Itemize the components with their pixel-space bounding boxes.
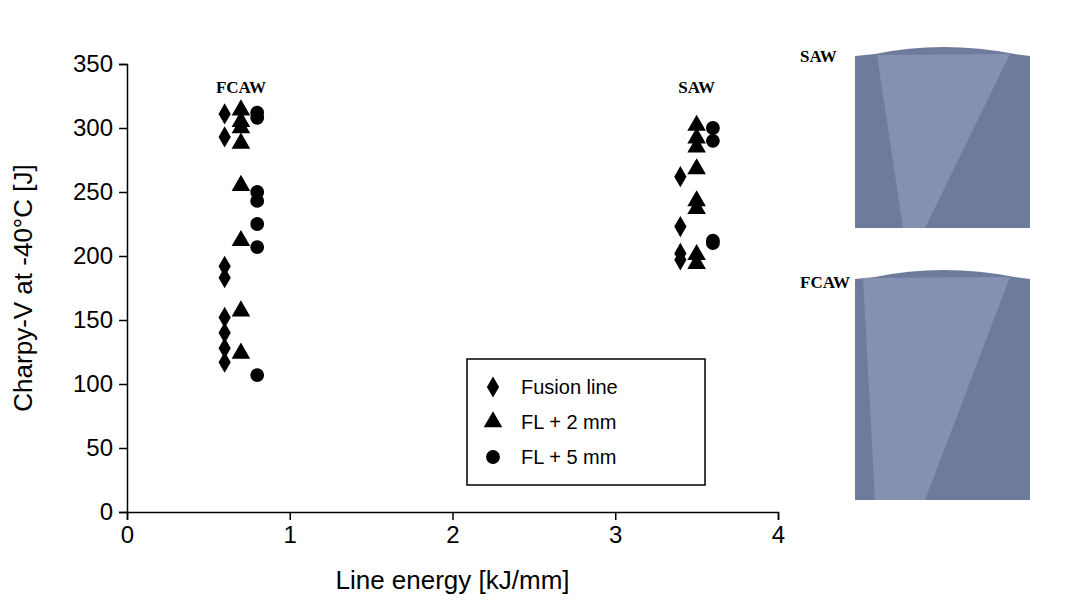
y-tick-label: 50 [86, 434, 113, 461]
x-tick-mark [452, 512, 454, 520]
y-tick-mark [119, 448, 127, 450]
y-tick: 300 [73, 114, 127, 141]
macrograph: SAW [800, 47, 1030, 228]
x-axis: 0 1 2 3 4 [121, 512, 785, 548]
y-tick-mark [119, 128, 127, 130]
legend-symbol [487, 376, 499, 397]
y-tick-mark [119, 512, 127, 514]
legend-label: Fusion line [521, 376, 618, 398]
y-tick: 200 [73, 242, 127, 269]
series [219, 103, 687, 373]
x-tick: 0 [121, 512, 134, 548]
point [687, 158, 706, 174]
point [687, 198, 706, 214]
y-axis: 0 50 100 150 200 250 300 350 [73, 50, 128, 525]
legend-box [467, 359, 705, 485]
point [232, 133, 251, 149]
x-tick-label: 3 [609, 521, 622, 548]
plot: 0 1 2 3 4 0 50 100 150 200 250 300 350 FCAW SAW Fusion … [73, 50, 785, 548]
point [706, 236, 720, 250]
x-axis-line [128, 513, 779, 521]
y-tick-label: 100 [73, 370, 113, 397]
x-tick-mark [778, 512, 780, 520]
x-tick: 4 [772, 512, 785, 548]
point [219, 126, 231, 147]
point [232, 117, 251, 133]
points [219, 99, 720, 382]
y-tick-label: 350 [73, 50, 113, 77]
point [674, 216, 686, 237]
x-tick: 3 [609, 512, 622, 548]
y-tick-label: 300 [73, 114, 113, 141]
x-tick-label: 0 [121, 521, 134, 548]
y-tick-mark [119, 64, 127, 66]
y-tick: 350 [73, 50, 127, 77]
y-tick: 0 [100, 498, 127, 525]
point [232, 230, 251, 246]
point [250, 217, 264, 231]
y-tick-label: 200 [73, 242, 113, 269]
point [250, 194, 264, 208]
y-tick: 250 [73, 178, 127, 205]
x-tick: 1 [284, 512, 297, 548]
point [232, 300, 251, 316]
macrograph-base [855, 270, 1030, 500]
point [232, 343, 251, 359]
legend-label: FL + 2 mm [521, 411, 616, 433]
point [706, 134, 720, 148]
y-tick-mark [119, 384, 127, 386]
macrograph-label: FCAW [800, 273, 850, 292]
y-tick-label: 250 [73, 178, 113, 205]
point [674, 166, 686, 187]
point [687, 136, 706, 152]
point [250, 111, 264, 125]
legend-symbol [484, 411, 503, 427]
point [250, 368, 264, 382]
y-axis-title: Charpy-V at -40°C [J] [8, 164, 38, 411]
macrograph-label: SAW [800, 47, 837, 66]
y-tick-label: 0 [100, 498, 113, 525]
point [219, 267, 231, 288]
series [232, 99, 706, 358]
x-tick-label: 2 [446, 521, 459, 548]
series [250, 106, 720, 382]
weld-zone [877, 54, 1010, 228]
macrograph-base [855, 47, 1030, 228]
legend-label: FL + 5 mm [521, 446, 616, 468]
x-tick-label: 4 [772, 521, 785, 548]
point [219, 103, 231, 124]
x-tick-label: 1 [284, 521, 297, 548]
annotation: SAW [678, 78, 715, 97]
chart: 0 1 2 3 4 0 50 100 150 200 250 300 350 FCAW SAW Fusion … [0, 0, 1069, 603]
y-tick-mark [119, 256, 127, 258]
x-tick-mark [290, 512, 292, 520]
point [687, 253, 706, 269]
y-tick-mark [119, 320, 127, 322]
y-tick: 50 [86, 434, 127, 461]
annotation: FCAW [216, 78, 266, 97]
point [232, 175, 251, 191]
macrograph: FCAW [800, 270, 1030, 500]
y-tick-mark [119, 192, 127, 194]
point [674, 249, 686, 270]
legend: Fusion line FL + 2 mm FL + 5 mm [467, 359, 705, 485]
x-tick-mark [615, 512, 617, 520]
weld-zone [863, 277, 1010, 500]
x-tick: 2 [446, 512, 459, 548]
legend-symbol [486, 450, 500, 464]
point [219, 352, 231, 373]
y-tick: 150 [73, 306, 127, 333]
y-tick-label: 150 [73, 306, 113, 333]
y-tick: 100 [73, 370, 127, 397]
point [250, 240, 264, 254]
y-axis-line [119, 65, 128, 513]
point [706, 121, 720, 135]
x-axis-title: Line energy [kJ/mm] [335, 565, 569, 595]
